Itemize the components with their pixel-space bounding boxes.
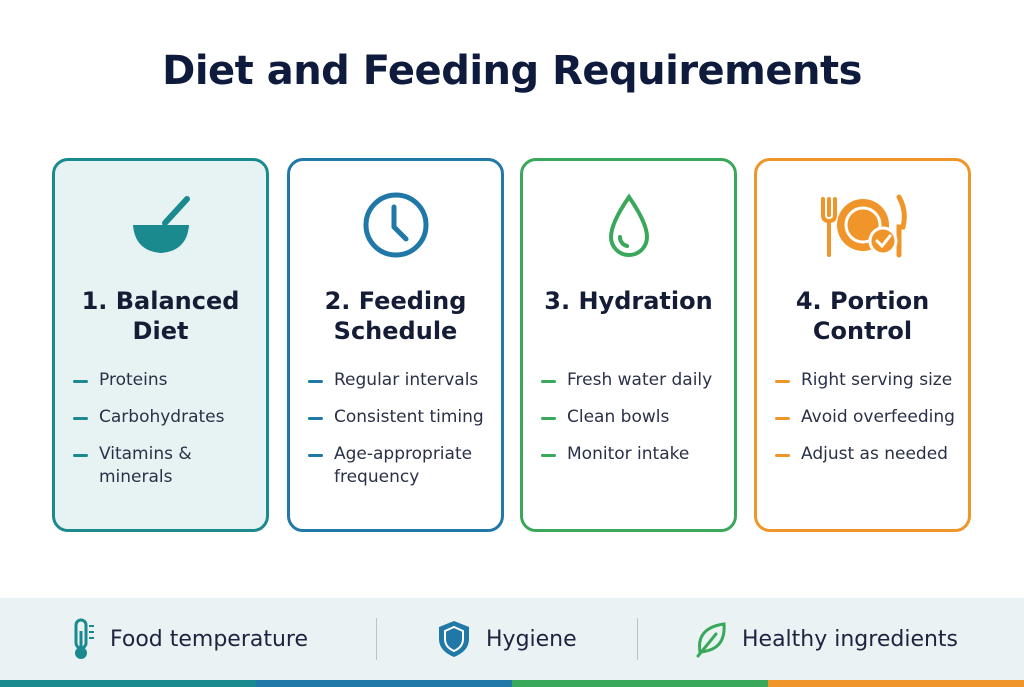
card-item: Age-appropriate frequency xyxy=(308,443,491,489)
clock-icon xyxy=(290,191,501,261)
card-item: Vitamins & minerals xyxy=(73,443,256,489)
card: 4. Portion Control Right serving size Avo… xyxy=(754,158,971,532)
card-list: Regular intervals Consistent timing Age-ap… xyxy=(308,369,491,503)
card-item: Adjust as needed xyxy=(775,443,958,466)
card-item: Right serving size xyxy=(775,369,958,392)
drop-icon xyxy=(523,191,734,261)
card-item: Consistent timing xyxy=(308,406,491,429)
footer-item: Healthy ingredients xyxy=(694,598,958,680)
card-title: 1. Balanced Diet xyxy=(81,287,240,345)
footer-text: Food temperature xyxy=(110,626,309,652)
card-item: Proteins xyxy=(73,369,256,392)
divider xyxy=(376,618,377,660)
card-title: 3. Hydration xyxy=(544,287,713,315)
footer-item: Hygiene xyxy=(436,598,577,680)
divider xyxy=(637,618,638,660)
card-item: Clean bowls xyxy=(541,406,724,429)
card-title: 4. Portion Control xyxy=(795,287,930,345)
footer-item: Food temperature xyxy=(68,598,308,680)
plate-icon xyxy=(757,191,968,261)
card-list: Fresh water daily Clean bowls Monitor inta… xyxy=(541,369,724,480)
card-item: Avoid overfeeding xyxy=(775,406,958,429)
card-item: Regular intervals xyxy=(308,369,491,392)
card-list: Proteins Carbohydrates Vitamins & minerals xyxy=(73,369,256,503)
footer-text: Hygiene xyxy=(486,626,577,652)
shield-icon xyxy=(439,621,469,657)
card: 3. Hydration Fresh water daily Clean bowl… xyxy=(520,158,737,532)
card-item: Monitor intake xyxy=(541,443,724,466)
card-title: 2. Feeding Schedule xyxy=(324,287,467,345)
card-item: Carbohydrates xyxy=(73,406,256,429)
card: 1. Balanced Diet Proteins Carbohydrates Vi… xyxy=(52,158,269,532)
footer-text: Healthy ingredients xyxy=(742,626,959,652)
bowl-icon xyxy=(55,191,266,261)
footer-band: Food temperature Hygiene Healthy ingredi… xyxy=(0,598,1024,680)
thermometer-icon xyxy=(74,618,94,659)
card-item: Fresh water daily xyxy=(541,369,724,392)
page-title: Diet and Feeding Requirements xyxy=(162,48,862,94)
card: 2. Feeding Schedule Regular intervals Con… xyxy=(287,158,504,532)
color-strip xyxy=(0,680,1024,687)
card-list: Right serving size Avoid overfeeding Adjus… xyxy=(775,369,958,480)
leaf-icon xyxy=(696,622,726,658)
